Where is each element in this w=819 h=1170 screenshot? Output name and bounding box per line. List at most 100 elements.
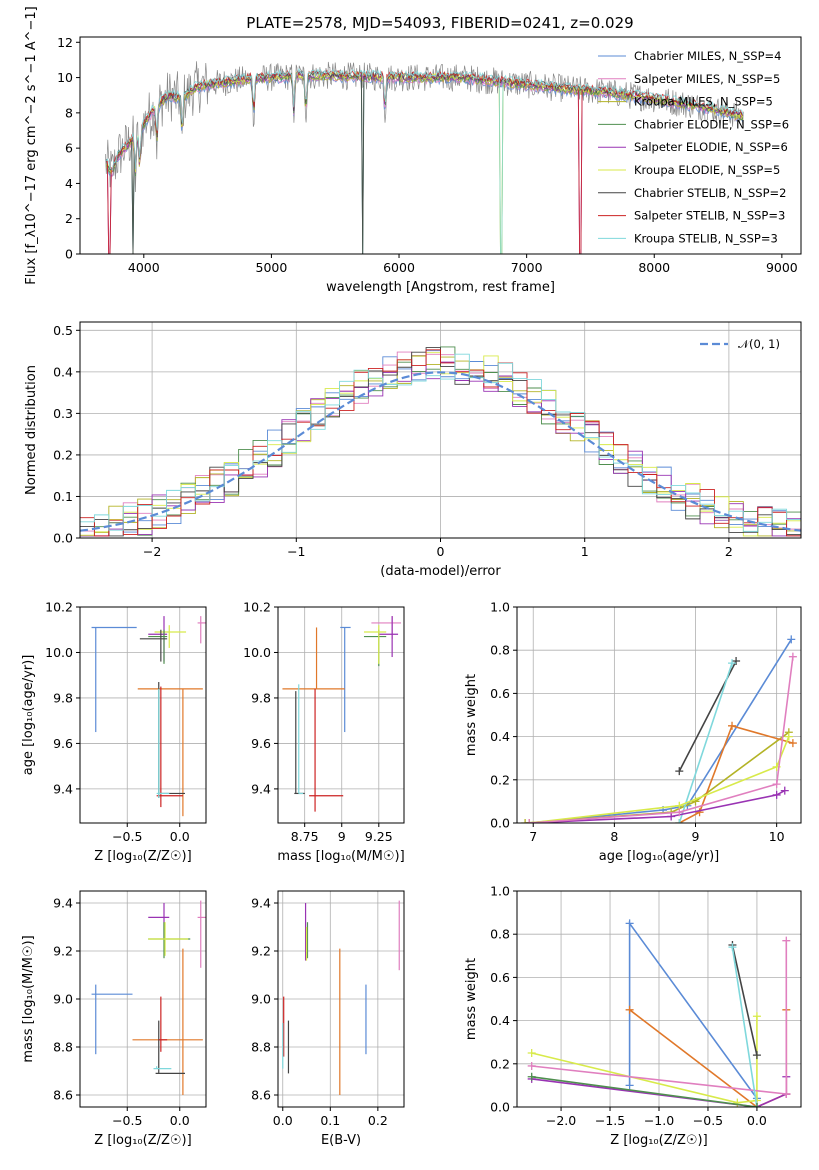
weight-marker: [625, 1005, 634, 1014]
y-tick-label: 10.0: [243, 645, 271, 660]
y-tick-label: 9.0: [251, 992, 271, 1007]
x-tick-label: 1: [581, 544, 589, 559]
x-tick-label: −1.0: [644, 1113, 674, 1128]
x-axis-label: Z [log₁₀(Z/Z☉)]: [94, 1133, 191, 1148]
legend-label: Chabrier ELODIE, N_SSP=6: [634, 117, 789, 131]
x-tick-label: 4000: [128, 260, 160, 275]
weight-marker: [788, 652, 797, 661]
x-axis-label: E(B-V): [321, 1133, 361, 1148]
y-axis-label: mass weight: [464, 958, 479, 1040]
weight-line: [731, 944, 758, 1056]
y-tick-label: 0.4: [53, 364, 73, 379]
weight-line: [678, 662, 733, 823]
y-tick-label: 9.0: [53, 992, 73, 1007]
histogram-series: [80, 346, 801, 537]
weight-vs-metallicity-panel: −2.0 −1.5 −1.0 −0.5 0.0 0.0 0.2 0.4 0.6 0.8 1.0 Z […: [464, 884, 802, 1148]
errorbar-series: [91, 900, 206, 1095]
y-tick-label: 0.3: [53, 406, 73, 421]
weight-line: [731, 947, 758, 1107]
legend-label: Chabrier MILES, N_SSP=4: [634, 49, 781, 63]
weight-marker: [675, 819, 684, 823]
y-tick-label: 0.4: [490, 729, 510, 744]
axes-frame: [79, 606, 207, 824]
weight-line: [531, 1076, 758, 1107]
legend-label: Chabrier STELIB, N_SSP=2: [634, 186, 786, 200]
x-tick-label: −0.5: [112, 829, 142, 844]
x-tick-label: 0.2: [368, 1113, 388, 1128]
weight-marker: [788, 739, 797, 748]
x-tick-label: 6000: [383, 260, 415, 275]
y-tick-label: 9.6: [251, 736, 271, 751]
y-tick-label: 2: [65, 211, 73, 226]
legend-label: Salpeter STELIB, N_SSP=3: [634, 209, 785, 223]
x-tick-label: −2: [143, 544, 161, 559]
y-tick-label: 8.8: [251, 1040, 271, 1055]
y-tick-label: 0.5: [53, 323, 73, 338]
weight-marker: [525, 819, 534, 823]
legend-label: Salpeter ELODIE, N_SSP=6: [634, 140, 788, 154]
legend-label: Kroupa ELODIE, N_SSP=5: [634, 163, 780, 177]
age-vs-metallicity-panel: −0.5 0.0 9.4 9.6 9.8 10.0 10.2 Z [log₁₀(Z/Z☉)] a…: [21, 600, 207, 864]
weight-marker: [782, 1090, 791, 1099]
weight-marker: [527, 1049, 536, 1057]
legend-label: Kroupa STELIB, N_SSP=3: [634, 231, 778, 245]
y-tick-label: 8: [65, 105, 73, 120]
weight-line: [529, 656, 794, 823]
weight-line: [529, 638, 792, 823]
weight-marker: [780, 786, 789, 795]
weight-marker: [752, 1051, 761, 1060]
weight-line: [529, 736, 790, 823]
x-tick-label: 9000: [766, 260, 798, 275]
axes-frame: [277, 890, 405, 1108]
y-tick-label: 0: [65, 247, 73, 262]
y-tick-label: 4: [65, 176, 73, 191]
weight-marker: [728, 943, 737, 952]
x-axis-label: Z [log₁₀(Z/Z☉)]: [94, 849, 191, 864]
x-tick-label: 0.1: [320, 1113, 340, 1128]
weight-line: [531, 1016, 758, 1104]
y-tick-label: 0.4: [490, 1013, 510, 1028]
x-tick-label: 5000: [256, 260, 288, 275]
weight-marker: [752, 1012, 761, 1021]
y-tick-label: 9.8: [251, 690, 271, 705]
x-tick-label: −0.5: [112, 1113, 142, 1128]
weight-marker: [784, 732, 793, 741]
weight-marker: [527, 1072, 536, 1081]
y-tick-label: 0.2: [490, 1056, 510, 1071]
spectrum-panel: 4000 5000 6000 7000 8000 9000 0 2 4 6 8 10 12 wavelen…: [24, 6, 802, 295]
mass-vs-extinction-panel: 0.0 0.1 0.2 8.6 8.8 9.0 9.2 9.4 E(B-V): [251, 890, 405, 1148]
histogram-step-line: [80, 349, 801, 537]
x-tick-label: −0.5: [693, 1113, 723, 1128]
x-tick-label: 9: [338, 829, 346, 844]
axes-frame: [277, 606, 405, 824]
errorbar-series: [282, 900, 400, 1095]
spectrum-legend: Chabrier MILES, N_SSP=4 Salpeter MILES, N…: [598, 49, 789, 245]
x-axis-label: (data-model)/error: [380, 564, 501, 579]
legend-label: Salpeter MILES, N_SSP=5: [634, 72, 780, 86]
y-tick-label: 0.2: [53, 447, 73, 462]
x-axis-label: Z [log₁₀(Z/Z☉)]: [610, 1133, 707, 1148]
x-tick-label: 8000: [638, 260, 670, 275]
y-tick-label: 9.2: [53, 944, 73, 959]
normal-reference-curve: [80, 371, 801, 532]
axes-frame: [516, 606, 802, 824]
y-tick-label: 12: [57, 35, 73, 50]
x-tick-label: 0: [437, 544, 445, 559]
y-tick-label: 8.6: [53, 1088, 73, 1103]
y-tick-label: 9.2: [251, 944, 271, 959]
y-tick-label: 9.8: [53, 690, 73, 705]
x-axis-label: mass [log₁₀(M/M☉)]: [277, 849, 404, 864]
x-tick-label: 9: [692, 829, 700, 844]
axes-frame: [79, 890, 207, 1108]
y-tick-label: 9.4: [53, 781, 73, 796]
age-vs-mass-panel: 8.75 9 9.25 9.4 9.6 9.8 10.0 10.2 mass [log₁₀(M/…: [243, 600, 405, 865]
weight-series: [521, 635, 797, 823]
axes-frame: [79, 321, 802, 539]
x-tick-label: 0.0: [170, 829, 190, 844]
weight-marker: [675, 767, 684, 776]
y-tick-label: 9.4: [251, 896, 271, 911]
x-axis-label: age [log₁₀(age/yr)]: [599, 849, 720, 864]
errorbar-series: [91, 616, 206, 817]
y-tick-label: 9.4: [251, 781, 271, 796]
